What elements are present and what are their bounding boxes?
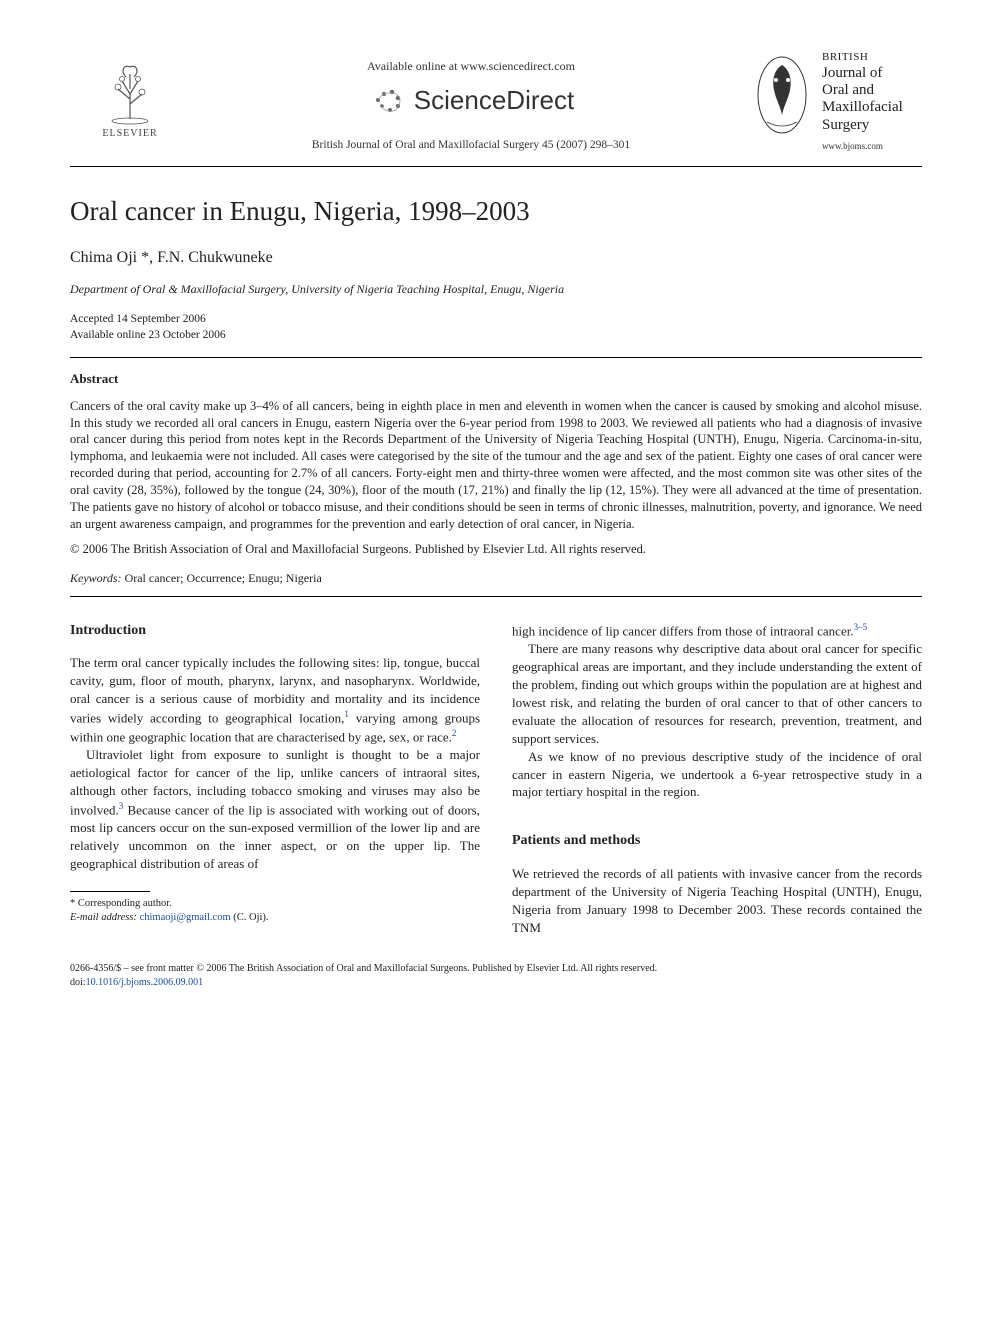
divider [70, 357, 922, 358]
journal-brand-block: BRITISH Journal of Oral and Maxillofacia… [752, 50, 922, 152]
divider [70, 596, 922, 597]
authors: Chima Oji *, F.N. Chukwuneke [70, 247, 922, 269]
journal-name-line: Surgery [822, 117, 903, 134]
online-date: Available online 23 October 2006 [70, 327, 922, 343]
journal-name: BRITISH Journal of Oral and Maxillofacia… [822, 50, 903, 152]
journal-name-line: Journal of [822, 65, 903, 82]
email-label: E-mail address: [70, 912, 137, 923]
publisher-block: ELSEVIER [70, 50, 190, 140]
corresponding-author-footnote: * Corresponding author. E-mail address: … [70, 897, 480, 924]
section-heading-introduction: Introduction [70, 621, 480, 640]
journal-name-line: Oral and [822, 82, 903, 99]
text-run: (C. Oji). [231, 912, 269, 923]
page-header: ELSEVIER Available online at www.science… [70, 50, 922, 154]
affiliation: Department of Oral & Maxillofacial Surge… [70, 281, 922, 297]
text-run: Because cancer of the lip is associated … [70, 803, 480, 872]
footnote-line: * Corresponding author. [70, 897, 480, 911]
citation-ref[interactable]: 3–5 [854, 622, 868, 632]
abstract-heading: Abstract [70, 370, 922, 388]
author-email[interactable]: chimaoji@gmail.com [137, 912, 231, 923]
doi-label: doi: [70, 977, 86, 988]
keywords: Keywords: Oral cancer; Occurrence; Enugu… [70, 570, 922, 586]
paragraph: We retrieved the records of all patients… [512, 865, 922, 937]
accepted-date: Accepted 14 September 2006 [70, 311, 922, 327]
abstract-body: Cancers of the oral cavity make up 3–4% … [70, 398, 922, 533]
body-columns: Introduction The term oral cancer typica… [70, 621, 922, 937]
elsevier-logo: ELSEVIER [90, 50, 170, 140]
page-footer: 0266-4356/$ – see front matter © 2006 Th… [70, 962, 922, 989]
sciencedirect-swirl-icon [368, 80, 408, 120]
text-run: high incidence of lip cancer differs fro… [512, 623, 854, 638]
elsevier-tree-icon [100, 59, 160, 125]
footer-doi: doi:10.1016/j.bjoms.2006.09.001 [70, 976, 922, 990]
journal-name-line: Maxillofacial [822, 99, 903, 116]
citation-ref[interactable]: 2 [452, 728, 457, 738]
paragraph: As we know of no previous descriptive st… [512, 748, 922, 802]
keywords-text: Oral cancer; Occurrence; Enugu; Nigeria [122, 571, 322, 585]
column-left: Introduction The term oral cancer typica… [70, 621, 480, 937]
paragraph: There are many reasons why descriptive d… [512, 640, 922, 748]
keywords-label: Keywords: [70, 571, 122, 585]
section-heading-methods: Patients and methods [512, 831, 922, 850]
journal-reference: British Journal of Oral and Maxillofacia… [190, 138, 752, 154]
abstract-copyright: © 2006 The British Association of Oral a… [70, 541, 922, 558]
paragraph: Ultraviolet light from exposure to sunli… [70, 746, 480, 873]
sciencedirect-logo: ScienceDirect [190, 80, 752, 120]
article-title: Oral cancer in Enugu, Nigeria, 1998–2003 [70, 193, 922, 229]
publisher-name: ELSEVIER [102, 127, 157, 141]
doi-link[interactable]: 10.1016/j.bjoms.2006.09.001 [86, 977, 204, 988]
footnote-line: E-mail address: chimaoji@gmail.com (C. O… [70, 911, 480, 925]
footnote-divider [70, 891, 150, 892]
column-right: high incidence of lip cancer differs fro… [512, 621, 922, 937]
journal-crest-icon [752, 50, 812, 145]
footer-copyright: 0266-4356/$ – see front matter © 2006 Th… [70, 962, 922, 976]
paragraph: The term oral cancer typically includes … [70, 654, 480, 746]
journal-name-line: BRITISH [822, 50, 903, 65]
divider [70, 166, 922, 167]
journal-url: www.bjoms.com [822, 140, 903, 152]
header-center: Available online at www.sciencedirect.co… [190, 50, 752, 154]
paragraph: high incidence of lip cancer differs fro… [512, 621, 922, 640]
sciencedirect-text: ScienceDirect [414, 83, 574, 118]
available-online-text: Available online at www.sciencedirect.co… [190, 58, 752, 74]
article-dates: Accepted 14 September 2006 Available onl… [70, 311, 922, 343]
